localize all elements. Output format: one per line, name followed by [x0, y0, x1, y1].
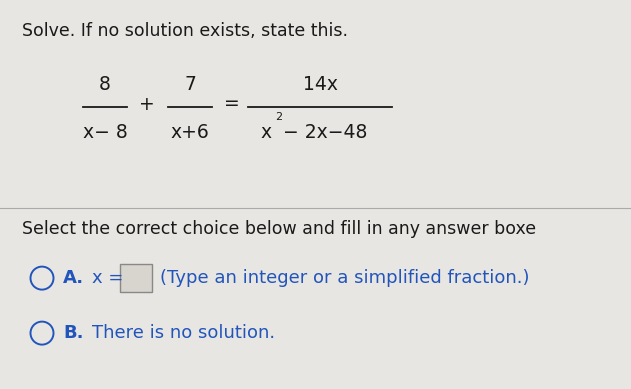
- Text: Select the correct choice below and fill in any answer boxe: Select the correct choice below and fill…: [22, 220, 536, 238]
- Text: x+6: x+6: [170, 123, 209, 142]
- Circle shape: [30, 322, 54, 345]
- Text: 2: 2: [276, 112, 283, 123]
- Text: 14x: 14x: [302, 75, 338, 95]
- FancyBboxPatch shape: [120, 264, 152, 292]
- Text: − 2x−48: − 2x−48: [283, 123, 367, 142]
- Text: There is no solution.: There is no solution.: [92, 324, 275, 342]
- Text: x− 8: x− 8: [83, 123, 127, 142]
- Circle shape: [30, 266, 54, 290]
- Text: B.: B.: [63, 324, 83, 342]
- Text: =: =: [224, 95, 240, 114]
- Text: x: x: [260, 123, 271, 142]
- Text: A.: A.: [63, 269, 84, 287]
- Text: Solve. If no solution exists, state this.: Solve. If no solution exists, state this…: [22, 22, 348, 40]
- Text: 8: 8: [99, 75, 111, 95]
- Text: +: +: [139, 95, 155, 114]
- Text: 7: 7: [184, 75, 196, 95]
- Text: x =: x =: [92, 269, 124, 287]
- Text: (Type an integer or a simplified fraction.): (Type an integer or a simplified fractio…: [160, 269, 529, 287]
